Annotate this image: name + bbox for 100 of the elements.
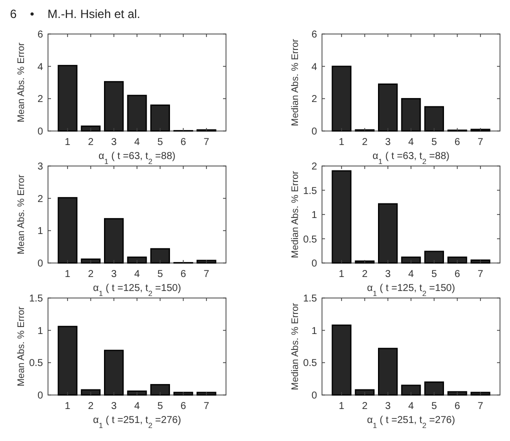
x-tick-label: 2 [362,269,368,280]
x-tick-label: 4 [134,269,140,280]
x-tick-label: 5 [157,137,164,148]
x-tick-label: 5 [157,269,164,280]
y-tick-label: 0.5 [303,358,318,370]
bar [354,389,375,396]
x-tick-label: 7 [478,401,484,412]
x-axis-title: α$_{1}$ ( t =125, t$_{2}$ =150) [92,283,182,298]
x-tick-label: 6 [180,401,186,412]
x-tick-label: 3 [111,269,118,280]
bar [401,384,421,396]
bar [58,197,78,264]
y-tick-label: 1 [37,226,44,238]
y-tick-label: 0 [311,258,318,270]
x-tick-label: 2 [88,137,94,148]
x-tick-label: 4 [134,137,140,148]
x-axis-title: α$_{1}$ ( t =251, t$_{2}$ =276) [92,415,182,430]
y-tick-label: 0 [311,390,318,402]
x-tick-label: 6 [454,137,460,148]
y-tick-label: 1.5 [303,186,318,197]
y-tick-label: 0 [37,126,44,138]
x-tick-label: 6 [454,269,460,280]
x-tick-label: 1 [338,401,345,412]
y-tick-label: 1 [311,210,318,221]
bar [150,248,170,264]
bar [80,389,101,396]
bar [424,381,444,396]
x-tick-label: 1 [64,137,71,148]
y-tick-label: 2 [37,194,44,205]
y-tick-label: 0 [311,126,318,138]
y-axis-title: Mean Abs. % Error [16,306,27,386]
x-tick-label: 3 [385,401,392,412]
bar [332,66,352,132]
x-tick-label: 4 [408,401,414,412]
bar [80,258,101,264]
x-axis-title: α$_{1}$ ( t =63, t$_{2}$ =88) [372,151,450,166]
bar [104,218,124,264]
bar [332,324,352,396]
bar [104,350,124,396]
x-tick-label: 3 [385,137,392,148]
y-tick-label: 2 [37,94,44,106]
y-tick-label: 2 [311,94,318,106]
bar [58,326,78,396]
text: 6 • M.-H. Hsieh et al. [10,7,140,21]
y-tick-label: 6 [37,30,44,40]
y-tick-label: 6 [311,30,318,40]
bar [80,126,101,132]
x-tick-label: 5 [431,401,438,412]
x-tick-label: 5 [431,137,438,148]
y-axis-title: Median Abs. % Error [290,302,301,390]
x-tick-label: 6 [180,269,186,280]
y-tick-label: 1.5 [29,294,44,304]
bar [127,390,147,396]
y-tick-label: 0 [37,390,44,402]
x-tick-label: 2 [88,269,94,280]
x-tick-label: 3 [111,137,118,148]
x-axis-title: α$_{1}$ ( t =251, t$_{2}$ =276) [366,415,456,430]
x-tick-label: 4 [408,269,414,280]
x-tick-label: 2 [362,137,368,148]
bar [196,392,216,396]
x-tick-label: 7 [478,269,484,280]
y-axis-title: Mean Abs. % Error [16,42,27,122]
x-tick-label: 3 [385,269,392,280]
x-axis-title: α$_{1}$ ( t =125, t$_{2}$ =150) [366,283,456,298]
x-tick-label: 1 [338,137,345,148]
x-tick-label: 1 [64,401,71,412]
bar [127,256,147,264]
x-tick-label: 4 [134,401,140,412]
x-tick-label: 6 [180,137,186,148]
x-tick-label: 6 [454,401,460,412]
bar [378,203,398,264]
x-tick-label: 3 [111,401,118,412]
bar [150,384,170,396]
bar [378,348,398,396]
bar [424,106,444,132]
y-tick-label: 2 [311,162,318,172]
x-tick-label: 1 [64,269,71,280]
bar [447,256,468,264]
bar [104,81,124,132]
bar [150,104,170,132]
bar [196,260,216,264]
y-tick-label: 0 [37,258,44,270]
x-tick-label: 4 [408,137,414,148]
y-tick-label: 3 [37,162,44,172]
bar [470,259,490,264]
bar [401,256,421,264]
bar [378,84,398,132]
bar [447,391,468,396]
y-tick-label: 1 [37,326,44,337]
y-tick-label: 1.5 [303,294,318,304]
y-tick-label: 0.5 [303,234,318,246]
bar [470,392,490,396]
bar [401,98,421,132]
x-tick-label: 5 [157,401,164,412]
x-tick-label: 7 [204,137,210,148]
y-tick-label: 0.5 [29,358,44,370]
x-tick-label: 2 [362,401,368,412]
x-tick-label: 7 [204,401,210,412]
bar [127,94,147,132]
y-tick-label: 4 [311,62,318,73]
